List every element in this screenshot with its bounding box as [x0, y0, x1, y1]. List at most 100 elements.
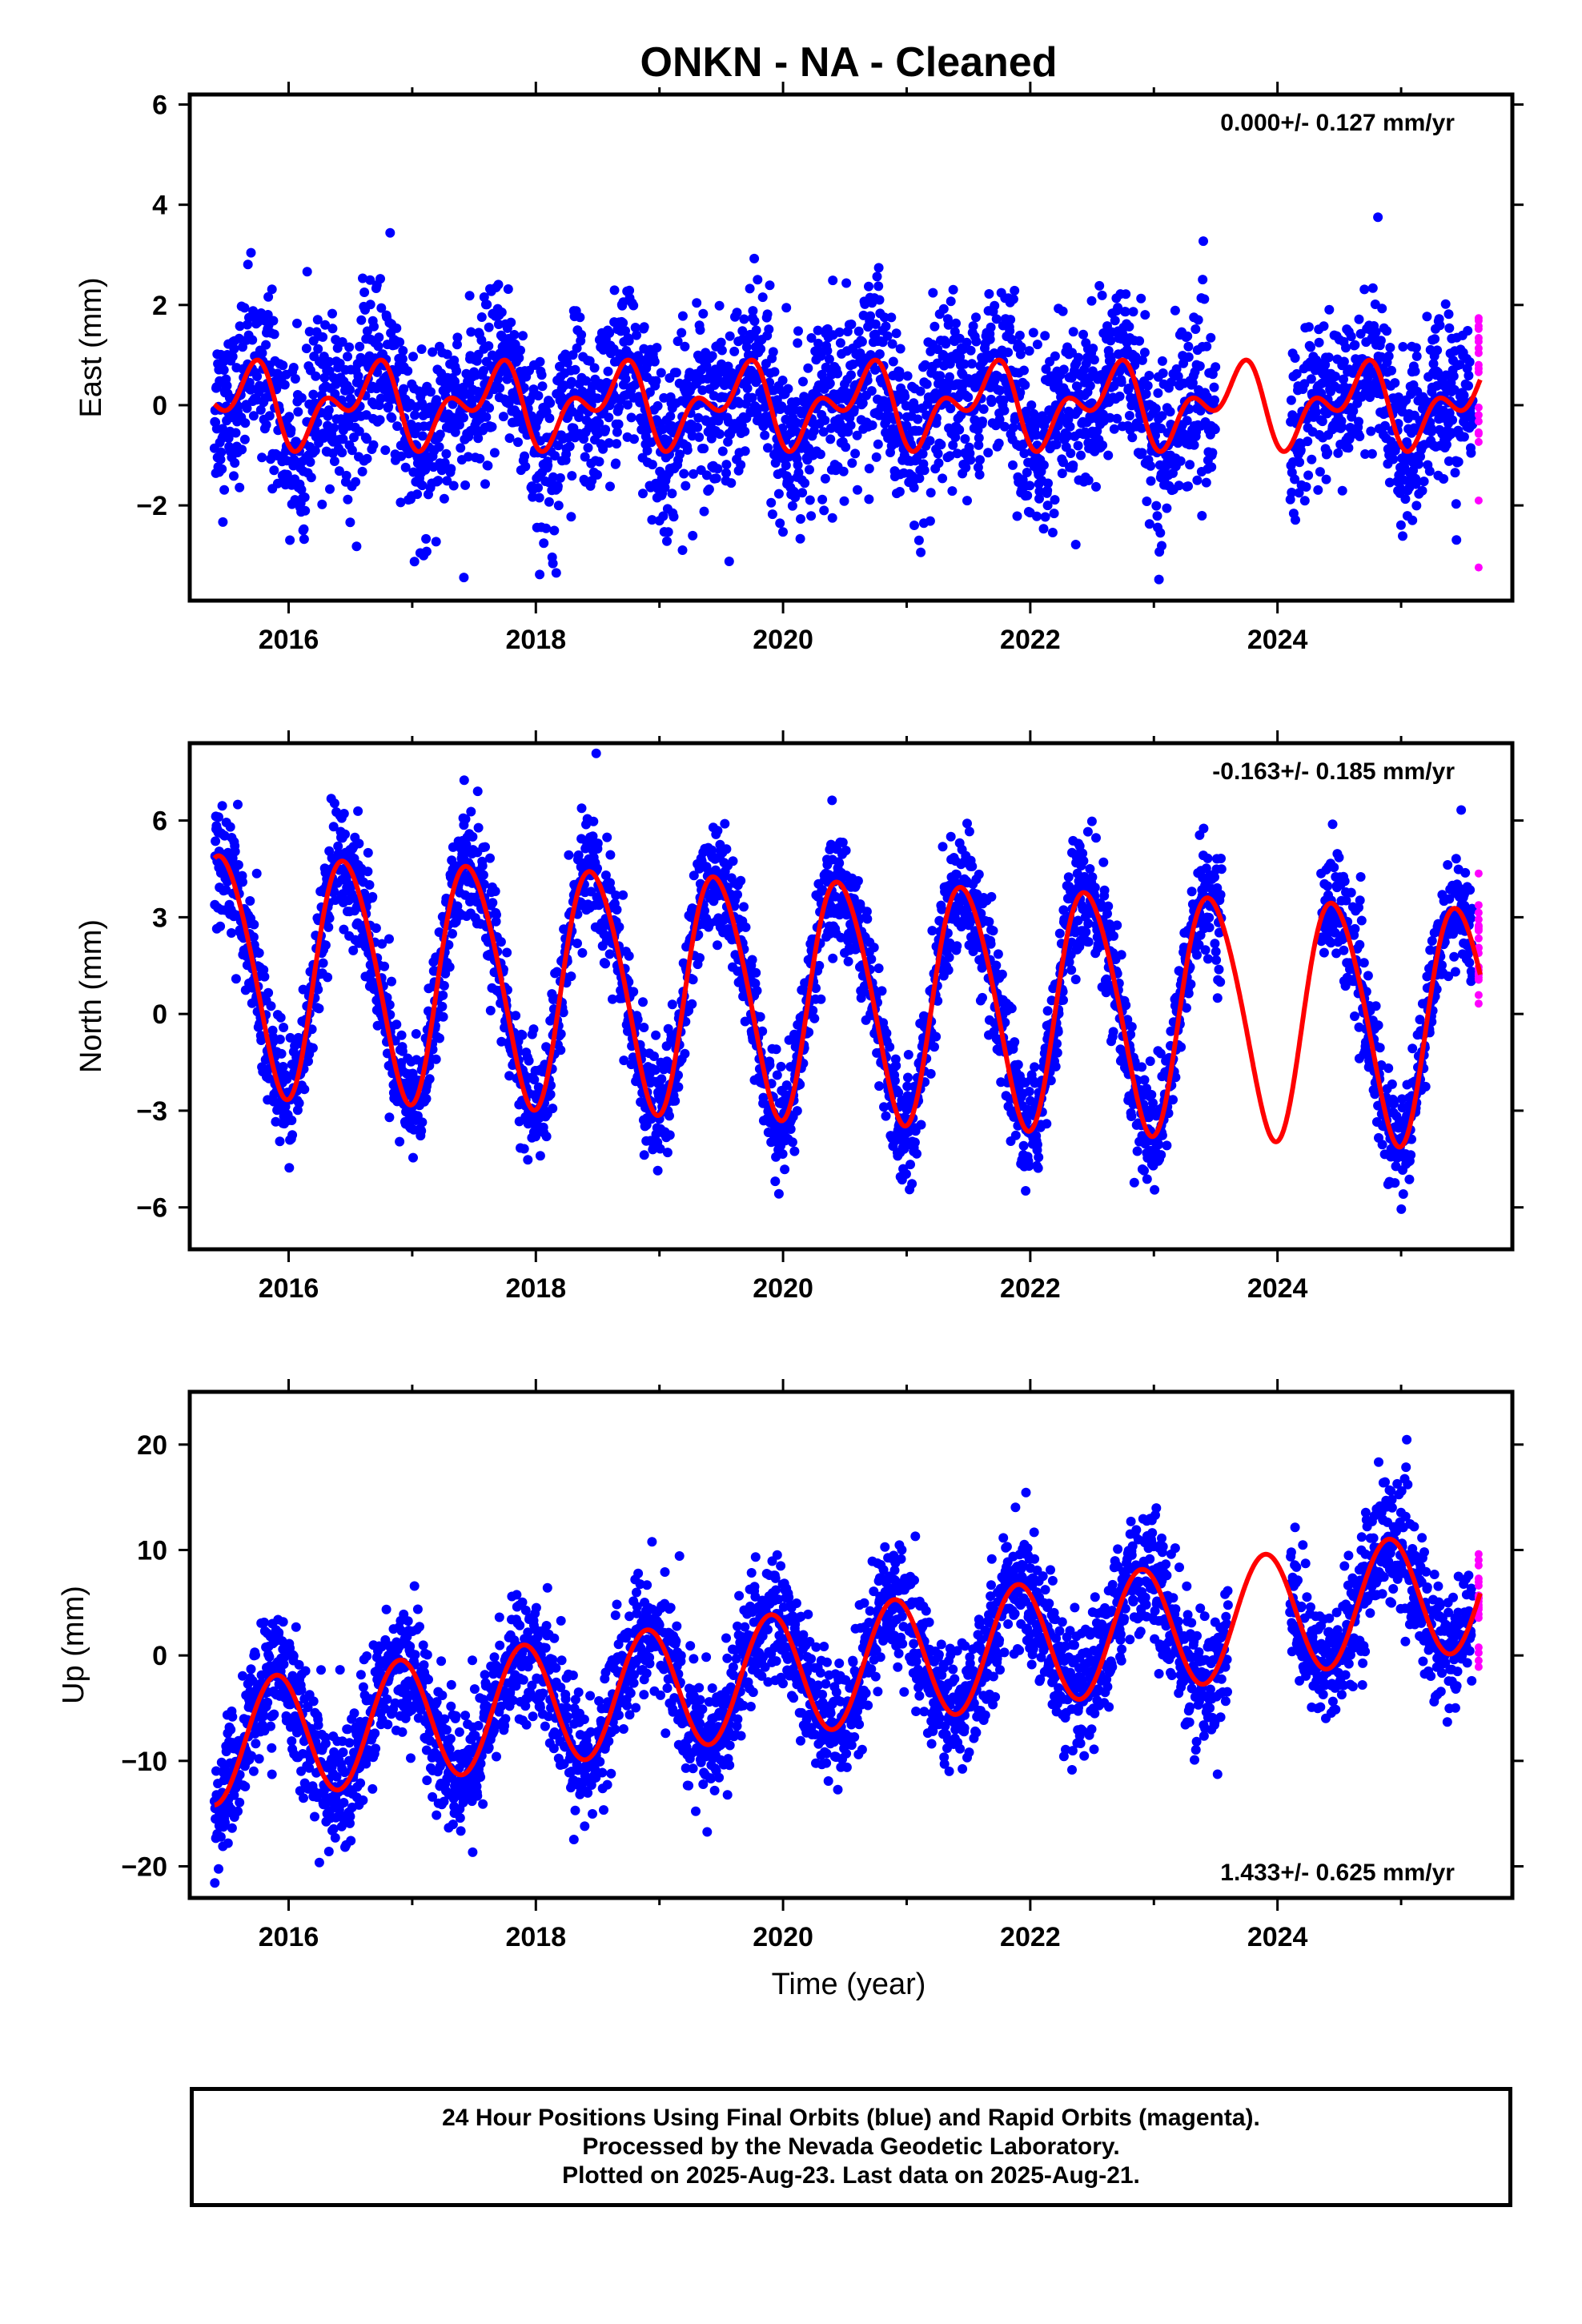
- data-point: [460, 814, 471, 824]
- data-point: [938, 473, 948, 484]
- data-point: [544, 497, 554, 507]
- data-point: [1321, 474, 1331, 485]
- data-point: [679, 468, 689, 479]
- data-point: [1432, 345, 1443, 356]
- data-point: [233, 799, 243, 810]
- data-point: [1068, 460, 1078, 470]
- data-point: [354, 838, 364, 849]
- data-point: [717, 446, 728, 456]
- data-point: [269, 465, 279, 476]
- data-point: [1301, 482, 1311, 492]
- data-point: [983, 448, 994, 458]
- data-point: [900, 392, 910, 402]
- data-point: [1174, 480, 1184, 491]
- data-point: [611, 458, 621, 468]
- data-point: [866, 386, 877, 396]
- data-point: [282, 469, 292, 480]
- data-point: [1058, 306, 1068, 316]
- data-point: [1105, 412, 1115, 423]
- data-point: [328, 822, 339, 832]
- data-point: [533, 483, 543, 493]
- data-point: [493, 320, 504, 329]
- data-point: [669, 512, 679, 522]
- data-point: [307, 1024, 317, 1035]
- data-point: [716, 337, 726, 348]
- data-point: [1047, 528, 1058, 537]
- data-point: [925, 516, 935, 526]
- data-point: [299, 534, 309, 545]
- data-point: [986, 322, 996, 332]
- data-point: [711, 473, 721, 484]
- data-point: [707, 351, 717, 361]
- data-point: [235, 482, 245, 493]
- data-point: [1058, 457, 1068, 468]
- data-point: [887, 339, 897, 349]
- data-point: [600, 959, 611, 969]
- data-point: [773, 1188, 784, 1199]
- data-point: [217, 464, 227, 474]
- rapid-point: [1474, 497, 1483, 505]
- data-point: [1098, 440, 1108, 450]
- data-point: [614, 922, 624, 932]
- data-point: [514, 353, 524, 363]
- data-point: [1175, 456, 1186, 466]
- data-point: [913, 414, 923, 424]
- data-point: [999, 421, 1010, 432]
- data-point: [765, 280, 775, 291]
- data-point: [1350, 340, 1360, 350]
- data-point: [999, 405, 1010, 416]
- data-point: [351, 541, 362, 552]
- data-point: [835, 338, 845, 348]
- data-point: [327, 324, 338, 334]
- data-point: [747, 955, 757, 965]
- data-point: [416, 1126, 427, 1136]
- data-point: [749, 253, 760, 263]
- data-point: [670, 1096, 681, 1106]
- rapid-point: [1474, 428, 1483, 436]
- data-point: [652, 400, 663, 411]
- data-point: [698, 308, 709, 319]
- data-point: [410, 410, 420, 420]
- data-point: [960, 434, 970, 444]
- data-point: [787, 1137, 797, 1148]
- data-point: [1180, 429, 1191, 440]
- data-point: [1139, 348, 1150, 358]
- data-point: [480, 479, 490, 489]
- data-point: [545, 1089, 556, 1100]
- data-point: [850, 448, 861, 459]
- data-point: [536, 370, 547, 380]
- data-point: [247, 384, 256, 394]
- data-point: [286, 424, 296, 435]
- data-point: [539, 538, 549, 549]
- data-point: [834, 858, 845, 868]
- data-point: [341, 470, 351, 480]
- data-point: [991, 314, 1002, 324]
- data-point: [651, 1030, 661, 1040]
- data-point: [1166, 377, 1176, 388]
- data-point: [736, 460, 746, 470]
- data-point: [693, 422, 703, 432]
- data-point: [693, 412, 704, 423]
- data-point: [720, 818, 730, 829]
- data-point: [502, 947, 512, 958]
- data-point: [753, 275, 763, 285]
- data-point: [753, 404, 763, 414]
- data-point: [254, 948, 264, 958]
- data-point: [575, 312, 585, 323]
- data-point: [793, 338, 803, 348]
- data-point: [1295, 457, 1305, 468]
- data-point: [1106, 355, 1116, 365]
- data-point: [948, 284, 958, 295]
- data-point: [261, 420, 271, 430]
- data-point: [282, 456, 292, 466]
- data-point: [1390, 378, 1400, 388]
- data-point: [934, 458, 944, 468]
- data-point: [450, 427, 460, 437]
- data-point: [1034, 486, 1045, 497]
- data-point: [873, 439, 883, 449]
- data-point: [751, 967, 761, 978]
- data-point: [820, 473, 830, 484]
- data-point: [392, 421, 403, 432]
- data-point: [242, 403, 252, 413]
